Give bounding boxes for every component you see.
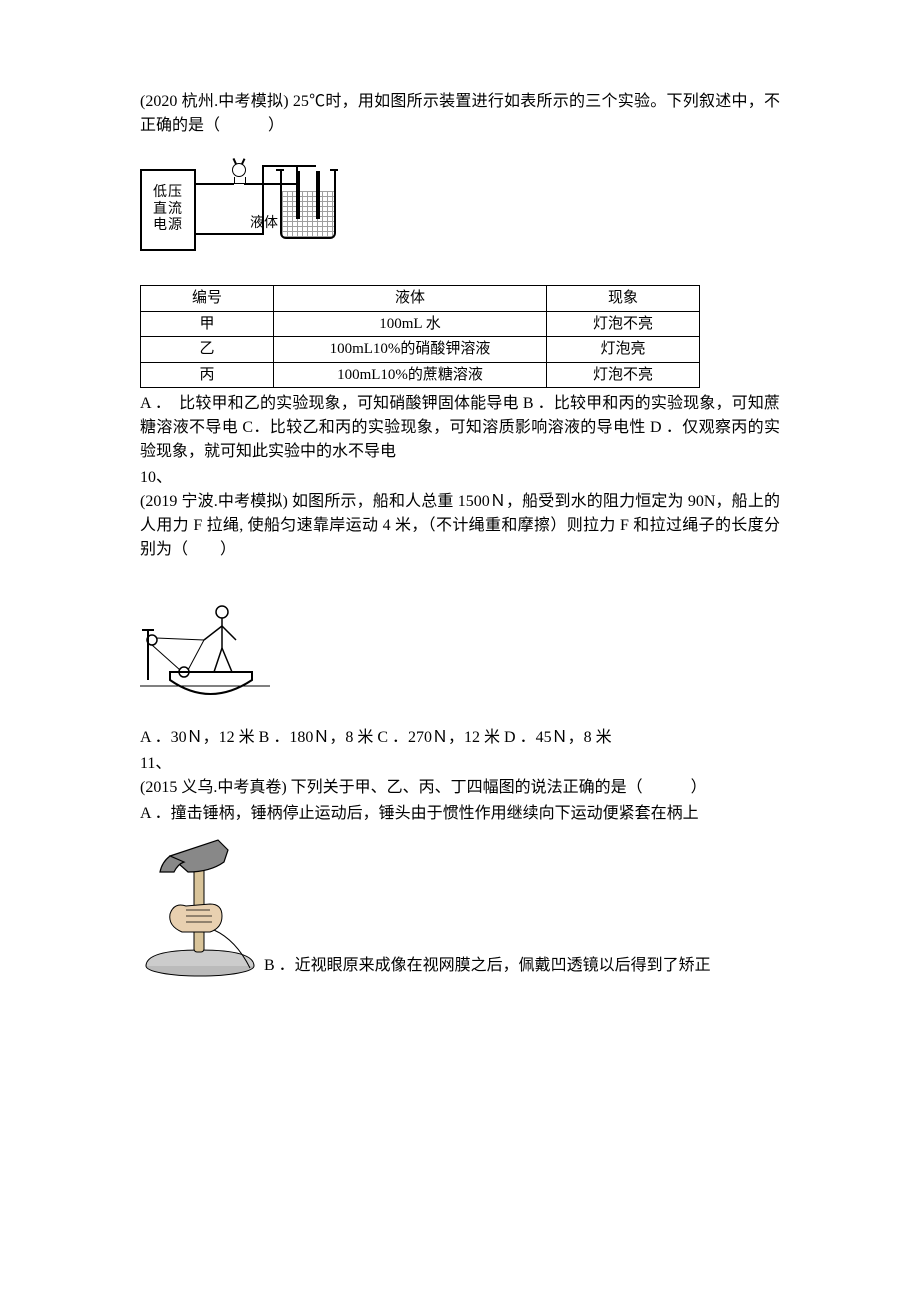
figure-boat	[140, 590, 270, 710]
q9-stem: (2020 杭州.中考模拟) 25℃时，用如图所示装置进行如表所示的三个实验。下…	[140, 90, 780, 138]
spacer	[140, 138, 780, 158]
cell: 100mL10%的硝酸钾溶液	[274, 337, 547, 363]
psu-line2: 直流	[153, 202, 183, 219]
q10-num: 10、	[140, 466, 780, 490]
q10-source: (2019 宁波.中考模拟)	[140, 493, 292, 510]
liquid-hatch	[282, 191, 334, 237]
cell: 乙	[141, 337, 274, 363]
psu-line3: 电源	[153, 218, 183, 235]
table-row: 编号 液体 现象	[141, 286, 700, 312]
q9-options: A ． 比较甲和乙的实验现象，可知硝酸钾固体能导电 B ．比较甲和丙的实验现象，…	[140, 392, 780, 464]
bulb-icon	[232, 163, 246, 177]
beaker	[280, 171, 336, 239]
cell: 丙	[141, 362, 274, 388]
wire	[194, 183, 234, 185]
spacer	[140, 562, 780, 582]
electrode	[296, 171, 300, 219]
cell: 100mL 水	[274, 311, 547, 337]
q11-num: 11、	[140, 752, 780, 776]
q10-stem: (2019 宁波.中考模拟) 如图所示，船和人总重 1500Ｎ，船受到水的阻力恒…	[140, 490, 780, 562]
table-row: 甲 100mL 水 灯泡不亮	[141, 311, 700, 337]
spacer	[140, 263, 780, 283]
spacer	[140, 716, 780, 724]
psu-line1: 低压	[153, 185, 183, 202]
th-liquid: 液体	[274, 286, 547, 312]
hammer-svg	[140, 828, 260, 978]
cell: 100mL10%的蔗糖溶液	[274, 362, 547, 388]
q10-options: A ．30Ｎ，12 米 B ．180Ｎ，8 米 C ．270Ｎ，12 米 D ．…	[140, 726, 780, 750]
wire	[262, 165, 316, 167]
table-row: 丙 100mL10%的蔗糖溶液 灯泡不亮	[141, 362, 700, 388]
figure-circuit: 低压 直流 电源 液体	[140, 163, 340, 253]
power-supply-box: 低压 直流 电源	[140, 169, 196, 251]
q11-stem-text: 下列关于甲、乙、丙、丁四幅图的说法正确的是（ ）	[291, 779, 707, 796]
figure-hammer	[140, 828, 260, 978]
q11-source: (2015 义乌.中考真卷)	[140, 779, 291, 796]
experiment-table: 编号 液体 现象 甲 100mL 水 灯泡不亮 乙 100mL10%的硝酸钾溶液…	[140, 285, 700, 388]
liquid-label: 液体	[250, 213, 278, 234]
cell: 甲	[141, 311, 274, 337]
q11-row: B ．近视眼原来成像在视网膜之后，佩戴凹透镜以后得到了矫正	[140, 828, 780, 978]
cell: 灯泡不亮	[547, 311, 700, 337]
page: (2020 杭州.中考模拟) 25℃时，用如图所示装置进行如表所示的三个实验。下…	[70, 0, 850, 1038]
table-row: 乙 100mL10%的硝酸钾溶液 灯泡亮	[141, 337, 700, 363]
boat-svg	[140, 590, 270, 710]
electrode	[316, 171, 320, 219]
th-result: 现象	[547, 286, 700, 312]
q11-optB: B ．近视眼原来成像在视网膜之后，佩戴凹透镜以后得到了矫正	[264, 957, 711, 974]
q9-source: (2020 杭州.中考模拟)	[140, 93, 293, 110]
th-id: 编号	[141, 286, 274, 312]
cell: 灯泡不亮	[547, 362, 700, 388]
cell: 灯泡亮	[547, 337, 700, 363]
q11-stem: (2015 义乌.中考真卷) 下列关于甲、乙、丙、丁四幅图的说法正确的是（ ）	[140, 776, 780, 800]
q11-optA: A ．撞击锤柄，锤柄停止运动后，锤头由于惯性作用继续向下运动便紧套在柄上	[140, 802, 780, 826]
